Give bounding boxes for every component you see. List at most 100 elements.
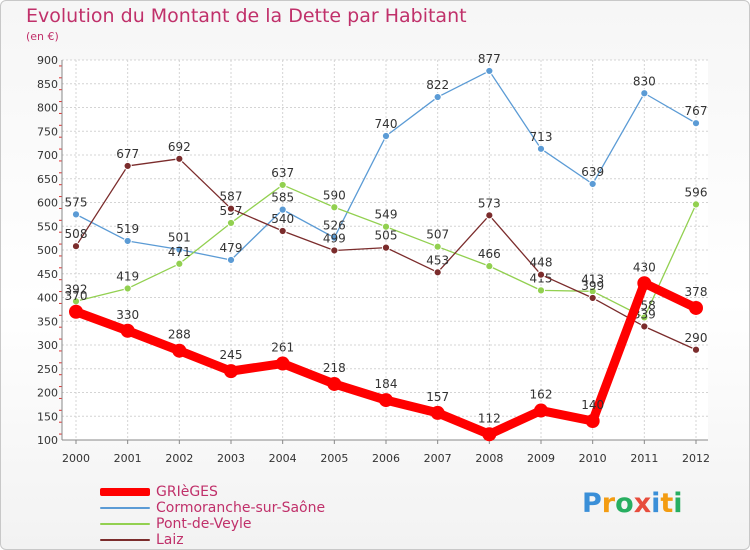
logo-letter: i: [651, 488, 661, 519]
data-label: 330: [116, 308, 139, 322]
data-label: 157: [426, 390, 449, 404]
data-point: [588, 293, 597, 303]
x-tick-label: 2000: [62, 452, 90, 465]
data-point: [536, 286, 546, 295]
legend-swatch: [100, 539, 150, 541]
data-point: [640, 322, 649, 331]
data-point: [381, 131, 391, 141]
y-tick-label: 200: [37, 387, 58, 400]
logo-letter: P: [582, 488, 602, 519]
data-label: 573: [478, 196, 501, 210]
data-point: [379, 393, 393, 408]
y-tick-label: 700: [37, 149, 58, 162]
data-point: [433, 92, 442, 102]
data-label: 413: [581, 272, 604, 286]
data-point: [534, 403, 548, 418]
data-point: [330, 203, 339, 212]
data-point: [275, 356, 290, 371]
data-point: [588, 179, 597, 189]
data-point: [381, 222, 391, 231]
proxiti-logo: Proxiti: [582, 488, 683, 519]
data-point: [278, 180, 287, 190]
data-label: 370: [65, 289, 88, 303]
y-tick-label: 250: [37, 363, 58, 376]
x-tick-label: 2008: [475, 452, 503, 465]
data-point: [69, 304, 83, 319]
y-tick-label: 100: [37, 434, 58, 447]
y-tick-label: 500: [37, 244, 58, 257]
logo-letter: r: [601, 488, 616, 519]
x-tick-label: 2010: [579, 452, 607, 465]
data-label: 519: [116, 222, 139, 236]
data-label: 261: [271, 341, 294, 355]
data-point: [640, 89, 649, 98]
data-label: 466: [478, 247, 501, 261]
y-tick-label: 550: [37, 220, 58, 233]
data-point: [175, 245, 184, 254]
data-label: 505: [375, 229, 398, 243]
data-point: [123, 161, 132, 171]
data-point: [71, 242, 81, 251]
data-label: 587: [220, 190, 243, 204]
data-point: [381, 243, 391, 252]
x-tick-label: 2011: [630, 452, 658, 465]
data-point: [330, 233, 339, 242]
data-label: 575: [65, 195, 88, 209]
data-label: 692: [168, 140, 191, 154]
data-point: [120, 323, 135, 338]
data-label: 830: [633, 74, 656, 88]
x-tick-label: 2005: [320, 452, 348, 465]
data-label: 479: [220, 241, 243, 255]
data-point: [640, 313, 649, 322]
data-label: 453: [426, 253, 449, 267]
data-label: 392: [65, 282, 88, 296]
x-tick-label: 2009: [527, 452, 555, 465]
chart-subtitle: (en €): [26, 30, 59, 43]
data-label: 549: [375, 208, 398, 222]
logo-letter: i: [673, 488, 683, 519]
data-point: [226, 204, 236, 213]
y-tick-label: 350: [37, 315, 58, 328]
data-point: [123, 236, 132, 246]
legend-label: Pont-de-Veyle: [156, 516, 252, 532]
data-label: 637: [271, 166, 294, 180]
data-label: 499: [323, 231, 346, 245]
data-point: [482, 427, 497, 442]
data-label: 585: [271, 191, 294, 205]
y-tick-label: 150: [37, 410, 58, 423]
data-point: [327, 376, 342, 391]
data-label: 288: [168, 328, 191, 342]
data-label: 162: [530, 388, 553, 402]
y-tick-label: 750: [37, 125, 58, 138]
chart-title: Evolution du Montant de la Dette par Hab…: [26, 5, 467, 27]
y-tick-label: 850: [37, 78, 58, 91]
data-label: 218: [323, 361, 346, 375]
data-label: 112: [478, 411, 501, 425]
data-point: [433, 242, 442, 251]
data-label: 526: [323, 219, 346, 233]
data-point: [485, 66, 494, 76]
logo-letter: t: [660, 488, 674, 519]
y-tick-label: 650: [37, 173, 58, 186]
data-label: 596: [685, 185, 708, 199]
data-point: [71, 210, 81, 219]
data-point: [536, 144, 546, 153]
y-tick-label: 450: [37, 268, 58, 281]
data-label: 290: [685, 331, 708, 345]
data-point: [433, 268, 442, 277]
data-point: [691, 119, 701, 128]
logo-letter: o: [615, 488, 634, 519]
data-point: [330, 246, 339, 255]
data-label: 140: [581, 398, 604, 412]
x-tick-label: 2012: [682, 452, 710, 465]
data-point: [689, 300, 703, 315]
x-tick-label: 2006: [372, 452, 400, 465]
data-label: 501: [168, 231, 191, 245]
legend-swatch: [100, 523, 150, 525]
data-point: [175, 259, 184, 268]
data-point: [536, 270, 546, 279]
data-point: [691, 200, 701, 209]
data-label: 378: [685, 285, 708, 299]
data-point: [226, 218, 236, 228]
